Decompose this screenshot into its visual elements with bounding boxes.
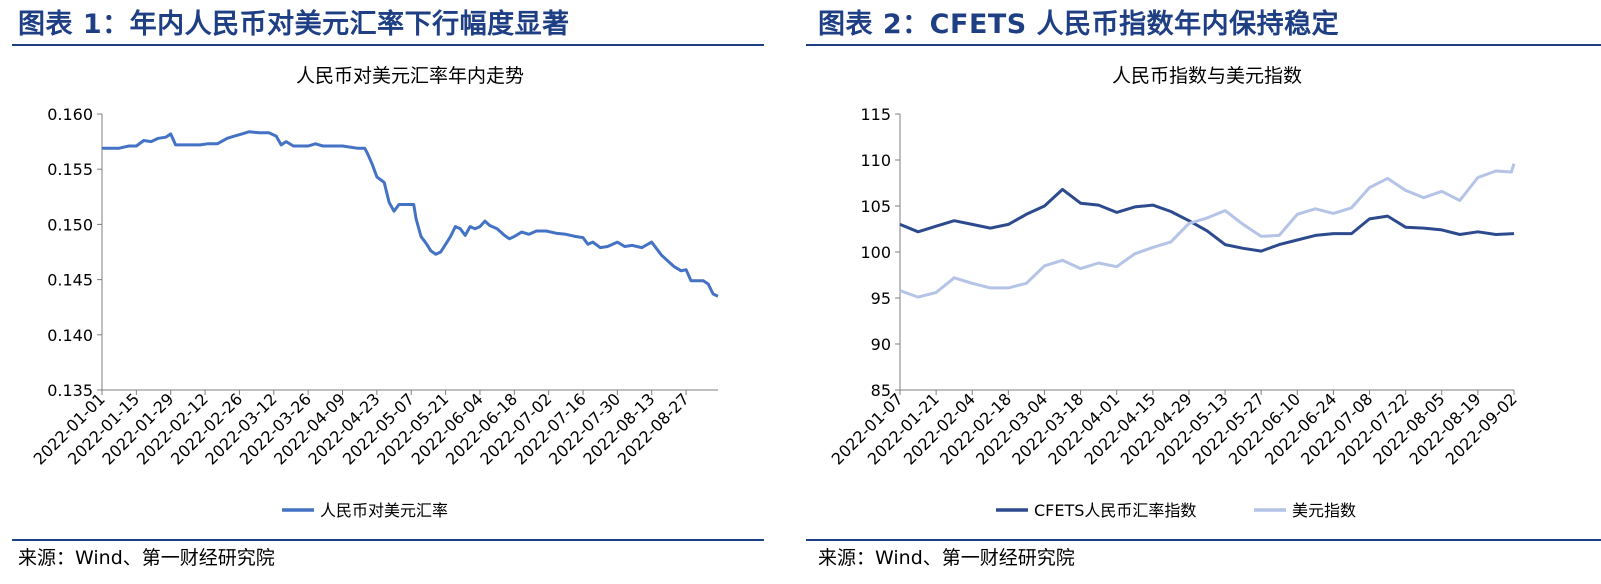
- exchange-rate-chart: 人民币对美元汇率年内走势 0.135 0.140 0.145 0.150 0.155 0.1…: [30, 65, 719, 520]
- series-line: [899, 163, 1516, 299]
- y-tick-label: 0.155: [47, 160, 93, 179]
- source-rule: [12, 539, 764, 541]
- source-note: 来源：Wind、第一财经研究院: [818, 547, 1075, 569]
- title-rule: [806, 44, 1601, 46]
- source-rule: [806, 539, 1601, 541]
- figure-title: 图表 2：CFETS 人民币指数年内保持稳定: [818, 9, 1340, 40]
- y-tick-label: 100: [860, 243, 891, 262]
- legend-label: 美元指数: [1292, 501, 1356, 520]
- y-tick-label: 0.145: [47, 271, 93, 290]
- y-tick-label: 0.140: [47, 326, 93, 345]
- legend-label: 人民币对美元汇率: [320, 501, 448, 520]
- series-line: [102, 130, 719, 298]
- index-chart: 人民币指数与美元指数8590951001051101152022-01-0720…: [828, 65, 1521, 520]
- y-tick-label: 0.135: [47, 381, 93, 400]
- y-tick-label: 0.160: [47, 105, 93, 124]
- legend-label: CFETS人民币汇率指数: [1034, 501, 1196, 520]
- chart-title: 人民币指数与美元指数: [1112, 65, 1302, 87]
- y-tick-label: 85: [871, 381, 891, 400]
- chart-title: 人民币对美元汇率年内走势: [296, 65, 524, 87]
- figure-title: 图表 1：年内人民币对美元汇率下行幅度显著: [18, 9, 570, 40]
- y-tick-label: 110: [860, 151, 891, 170]
- right-chart-panel: 图表 2：CFETS 人民币指数年内保持稳定 人民币指数与美元指数 85 90 95 1…: [806, 0, 1601, 584]
- title-rule: [12, 44, 764, 46]
- y-tick-label: 105: [860, 197, 891, 216]
- source-note: 来源：Wind、第一财经研究院: [18, 547, 275, 569]
- y-tick-label: 90: [871, 335, 891, 354]
- y-tick-label: 115: [860, 105, 891, 124]
- left-chart-panel: 图表 1：年内人民币对美元汇率下行幅度显著 人民币对美元汇率年内走势 0.135 0…: [0, 0, 770, 584]
- series-line: [899, 187, 1515, 253]
- y-tick-label: 0.150: [47, 215, 93, 234]
- y-tick-label: 95: [871, 289, 891, 308]
